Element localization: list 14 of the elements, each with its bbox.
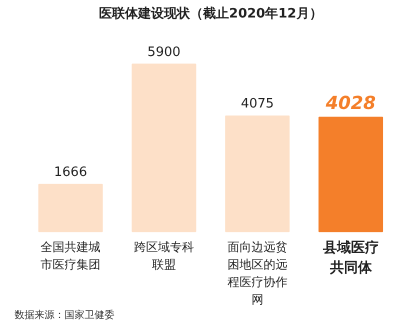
chart-title: 医联体建设现状（截止2020年12月） <box>99 6 322 22</box>
source-note: 数据来源：国家卫健委 <box>14 308 115 321</box>
x-tick-label: 全国共建城市医疗集团 <box>40 240 101 272</box>
bar <box>38 184 103 232</box>
data-label: 1666 <box>54 164 88 180</box>
bar <box>225 115 290 232</box>
x-tick-label: 面向边远贫困地区的远程医疗协作网 <box>227 240 288 307</box>
bar <box>318 116 384 232</box>
data-label: 4075 <box>240 96 274 112</box>
bar <box>132 64 196 232</box>
data-label: 4028 <box>324 92 376 114</box>
data-label: 5900 <box>147 44 181 60</box>
x-tick-label: 跨区域专科联盟 <box>134 240 194 272</box>
x-tick-label: 县域医疗共同体 <box>322 239 379 276</box>
